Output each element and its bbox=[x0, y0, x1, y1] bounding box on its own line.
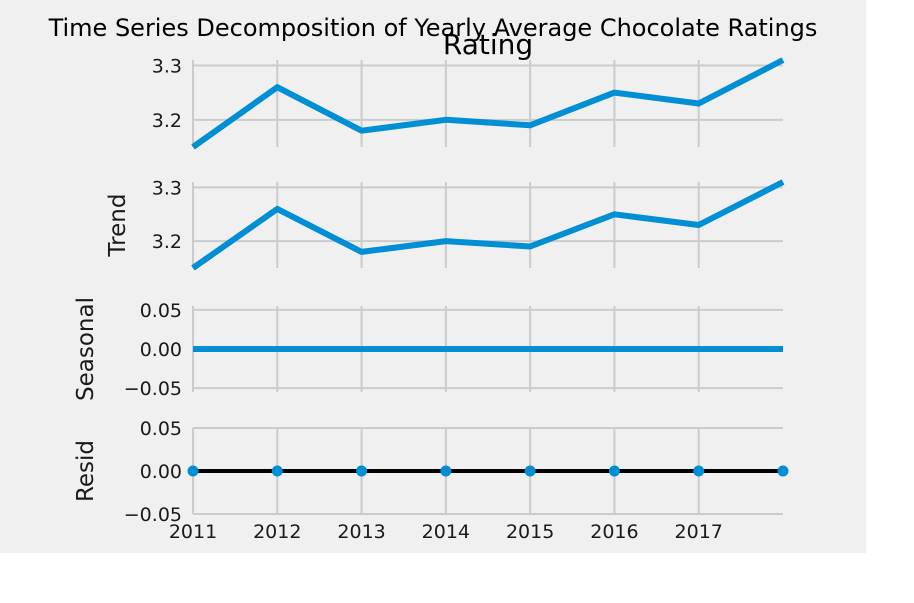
x-tick-label: 2013 bbox=[337, 521, 385, 543]
y-tick-label: −0.05 bbox=[124, 504, 182, 526]
subplot-2: 3.2 3.3 Trend bbox=[105, 177, 785, 271]
resid-point bbox=[777, 465, 789, 477]
resid-point bbox=[440, 465, 452, 477]
resid-point bbox=[356, 465, 368, 477]
resid-point bbox=[187, 465, 199, 477]
x-tick-label: 2012 bbox=[253, 521, 301, 543]
series-line bbox=[191, 57, 785, 150]
x-tick-label: 2011 bbox=[169, 521, 217, 543]
y-tick-label: 0.00 bbox=[140, 461, 182, 483]
x-tick-label: 2014 bbox=[422, 521, 470, 543]
x-tick-label: 2016 bbox=[590, 521, 638, 543]
y-axis-label: Trend bbox=[105, 194, 131, 258]
resid-point bbox=[524, 465, 536, 477]
subplots: 3.2 3.3 Rating 3.2 3.3 Trend −0.05 0.00 0.05 Seas… bbox=[73, 28, 789, 543]
y-tick-label: 3.3 bbox=[152, 177, 182, 199]
x-tick-label: 2015 bbox=[506, 521, 554, 543]
y-axis-label: Seasonal bbox=[73, 297, 99, 401]
subplot-4: −0.05 0.00 0.05 Resid bbox=[73, 418, 789, 526]
subplot-1: 3.2 3.3 Rating bbox=[152, 28, 785, 150]
y-tick-label: 0.05 bbox=[140, 418, 182, 440]
y-tick-label: 3.3 bbox=[152, 55, 182, 77]
figure-suptitle: Time Series Decomposition of Yearly Aver… bbox=[48, 14, 818, 42]
resid-point bbox=[693, 465, 705, 477]
series-line bbox=[191, 179, 785, 271]
subplot-3: −0.05 0.00 0.05 Seasonal bbox=[73, 297, 783, 401]
y-tick-label: 0.00 bbox=[140, 339, 182, 361]
x-tick-label: 2017 bbox=[675, 521, 723, 543]
y-tick-label: 3.2 bbox=[152, 231, 182, 253]
resid-point bbox=[608, 465, 620, 477]
subplot-title: Rating bbox=[443, 28, 533, 61]
y-tick-label: −0.05 bbox=[124, 378, 182, 400]
y-tick-label: 0.05 bbox=[140, 300, 182, 322]
x-axis: 2011 2012 2013 2014 2015 2016 2017 bbox=[169, 521, 723, 543]
y-axis-label: Resid bbox=[73, 440, 99, 502]
y-tick-label: 3.2 bbox=[152, 110, 182, 132]
resid-point bbox=[271, 465, 283, 477]
